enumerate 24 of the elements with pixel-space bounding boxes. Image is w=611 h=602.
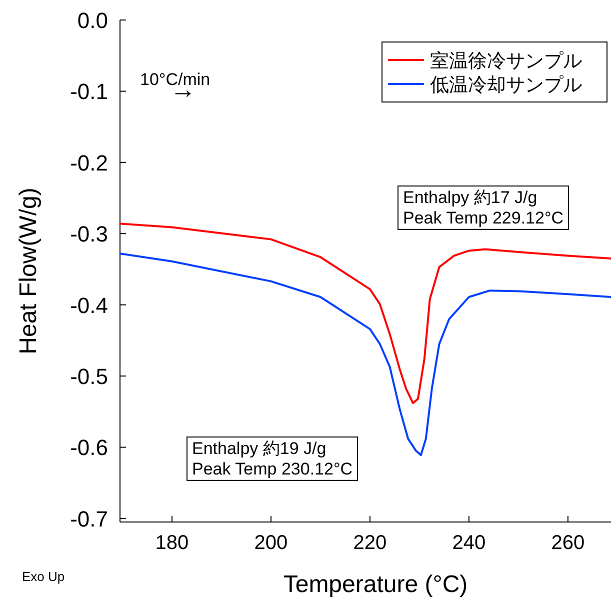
y-tick-label: -0.5 bbox=[70, 364, 108, 390]
y-tick-label: -0.3 bbox=[70, 222, 108, 247]
line-series bbox=[120, 252, 611, 456]
legend-label: 低温冷却サンプル bbox=[430, 75, 582, 96]
annotation: Enthalpy 約17 J/g Peak Temp 229.12°C bbox=[403, 188, 564, 228]
x-tick-label: 260 bbox=[551, 532, 585, 554]
x-tick-label: 180 bbox=[155, 532, 189, 554]
x-tick-label: 240 bbox=[452, 532, 486, 554]
annotation: Enthalpy 約17 J/g Peak Temp 229.12°C bbox=[398, 186, 570, 230]
annotation: 10°C/min bbox=[140, 70, 210, 89]
y-tick-label: -0.7 bbox=[70, 506, 108, 532]
annotation: Enthalpy 約19 J/g Peak Temp 230.12°C bbox=[186, 436, 358, 481]
legend-label: 室温徐冷サンプル bbox=[430, 50, 582, 72]
x-tick-label: 220 bbox=[353, 532, 387, 554]
y-tick-label: -0.1 bbox=[70, 79, 108, 104]
y-tick-label: -0.2 bbox=[70, 150, 108, 176]
y-tick-label: -0.4 bbox=[70, 292, 108, 318]
annotation: Enthalpy 約19 J/g Peak Temp 230.12°C bbox=[192, 439, 353, 478]
y-axis-title: Heat Flow(W/g) bbox=[15, 188, 42, 354]
x-tick-label: 200 bbox=[254, 532, 288, 554]
y-tick-label: 0.0 bbox=[77, 8, 108, 33]
annotation: Exo Up bbox=[22, 569, 65, 584]
x-axis-title: Temperature (°C) bbox=[283, 571, 468, 598]
y-tick-label: -0.6 bbox=[70, 435, 108, 460]
